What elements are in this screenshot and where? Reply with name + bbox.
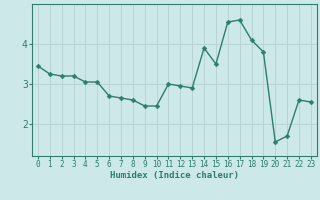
- X-axis label: Humidex (Indice chaleur): Humidex (Indice chaleur): [110, 171, 239, 180]
